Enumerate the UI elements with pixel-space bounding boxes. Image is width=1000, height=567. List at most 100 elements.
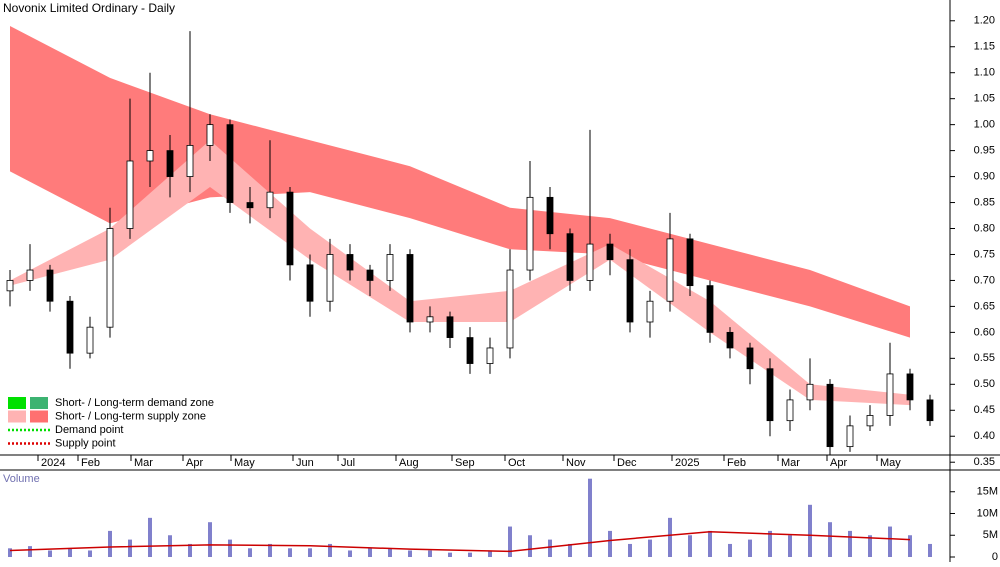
candle-body bbox=[326, 254, 334, 302]
volume-bar bbox=[428, 550, 432, 557]
candle-body bbox=[226, 124, 234, 203]
y-tick-label: 0.40 bbox=[974, 430, 995, 442]
x-tick-label: Apr bbox=[830, 457, 847, 469]
chart-title: Novonix Limited Ordinary - Daily bbox=[3, 1, 175, 15]
legend-label: Short- / Long-term demand zone bbox=[55, 397, 214, 409]
candle-body bbox=[646, 300, 654, 323]
price-panel bbox=[6, 25, 934, 455]
volume-bar bbox=[68, 548, 72, 557]
x-tick-label: Mar bbox=[134, 457, 153, 469]
x-tick-label: May bbox=[234, 457, 255, 469]
volume-bar bbox=[628, 543, 632, 557]
volume-bar bbox=[228, 539, 232, 557]
volume-tick-label: 15M bbox=[977, 486, 998, 498]
legend-label: Supply point bbox=[55, 437, 116, 449]
volume-bar bbox=[928, 543, 932, 557]
volume-bar bbox=[88, 550, 92, 557]
y-tick-label: 1.00 bbox=[974, 119, 995, 131]
x-tick-label: Dec bbox=[617, 457, 637, 469]
volume-bar bbox=[808, 504, 812, 557]
x-tick-label: Apr bbox=[186, 457, 203, 469]
candle-body bbox=[286, 191, 294, 266]
candle-body bbox=[726, 331, 734, 349]
volume-panel bbox=[8, 478, 932, 557]
y-tick-label: 0.50 bbox=[974, 378, 995, 390]
candle-body bbox=[26, 269, 34, 281]
candle-body bbox=[906, 373, 914, 401]
volume-bar bbox=[248, 548, 252, 557]
x-tick-label: Sep bbox=[455, 457, 475, 469]
volume-bar bbox=[848, 530, 852, 557]
volume-bar bbox=[908, 535, 912, 557]
candle-body bbox=[146, 150, 154, 162]
candle-body bbox=[106, 228, 114, 328]
y-tick-label: 1.05 bbox=[974, 93, 995, 105]
legend-label: Short- / Long-term supply zone bbox=[55, 410, 206, 422]
candle-body bbox=[526, 196, 534, 271]
x-tick-label: May bbox=[880, 457, 901, 469]
x-tick-label: 2025 bbox=[675, 457, 699, 469]
candle-body bbox=[446, 316, 454, 338]
candle-body bbox=[346, 254, 354, 271]
volume-bar bbox=[8, 548, 12, 557]
x-tick-label: Nov bbox=[566, 457, 586, 469]
volume-bar bbox=[28, 546, 32, 557]
volume-bar bbox=[608, 530, 612, 557]
candle-body bbox=[366, 269, 374, 281]
x-tick-label: 2024 bbox=[41, 457, 65, 469]
volume-bar bbox=[148, 517, 152, 557]
volume-bar bbox=[48, 550, 52, 557]
candle-body bbox=[766, 368, 774, 422]
volume-bar bbox=[668, 517, 672, 557]
legend-swatch bbox=[30, 410, 48, 423]
candle-body bbox=[486, 347, 494, 364]
candle-body bbox=[466, 337, 474, 364]
legend-swatch bbox=[8, 397, 26, 409]
volume-bar bbox=[208, 522, 212, 557]
y-tick-label: 0.85 bbox=[974, 196, 995, 208]
volume-bar bbox=[868, 535, 872, 557]
candle-body bbox=[666, 238, 674, 302]
candle-body bbox=[806, 383, 814, 401]
legend-label: Demand point bbox=[55, 424, 124, 436]
volume-bar bbox=[468, 552, 472, 557]
y-tick-label: 0.35 bbox=[974, 456, 995, 468]
candle-body bbox=[306, 264, 314, 302]
candle-body bbox=[566, 233, 574, 281]
candle-body bbox=[6, 280, 14, 292]
x-tick-label: Feb bbox=[81, 457, 100, 469]
volume-bar bbox=[348, 550, 352, 557]
volume-bar bbox=[888, 526, 892, 557]
candle-body bbox=[126, 160, 134, 229]
candle-body bbox=[746, 347, 754, 370]
x-tick-label: Aug bbox=[399, 457, 419, 469]
candle-body bbox=[866, 415, 874, 427]
candle-body bbox=[606, 243, 614, 261]
legend-swatch bbox=[8, 410, 26, 423]
volume-bar bbox=[588, 478, 592, 557]
candle-body bbox=[266, 191, 274, 209]
volume-average bbox=[9, 531, 911, 553]
volume-bar bbox=[788, 535, 792, 557]
x-tick-label: Feb bbox=[727, 457, 746, 469]
x-tick-label: Jun bbox=[296, 457, 314, 469]
volume-bar bbox=[288, 548, 292, 557]
candle-body bbox=[86, 326, 94, 354]
volume-title: Volume bbox=[3, 473, 40, 485]
y-tick-label: 0.80 bbox=[974, 222, 995, 234]
candle-body bbox=[506, 269, 514, 349]
y-tick-label: 0.75 bbox=[974, 248, 995, 260]
y-tick-label: 0.65 bbox=[974, 300, 995, 312]
candle-body bbox=[546, 196, 554, 235]
candle-body bbox=[926, 399, 934, 422]
zone-band bbox=[10, 25, 910, 338]
volume-tick-label: 5M bbox=[983, 529, 998, 541]
volume-bar bbox=[368, 548, 372, 557]
candle-body bbox=[166, 150, 174, 177]
volume-tick-label: 0 bbox=[992, 551, 998, 562]
volume-bar bbox=[748, 539, 752, 557]
volume-bar bbox=[648, 539, 652, 557]
volume-bar bbox=[548, 539, 552, 557]
